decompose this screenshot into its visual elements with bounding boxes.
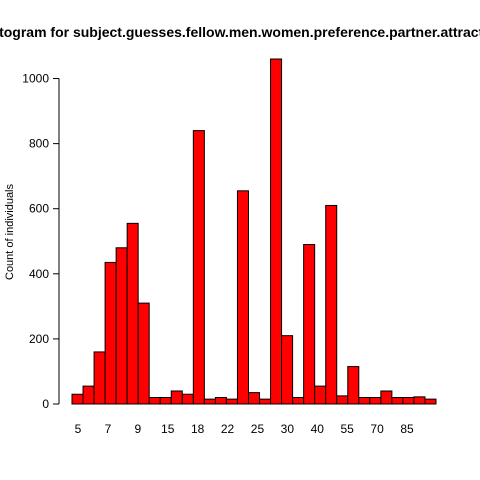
histogram-bar [181, 393, 194, 405]
x-tick-label: 40 [311, 422, 325, 436]
histogram-bar [159, 396, 172, 405]
histogram-bar [292, 396, 305, 405]
histogram-bar [82, 385, 95, 405]
x-tick-label: 85 [400, 422, 414, 436]
y-axis: 0 200 400 600 800 1000 [22, 72, 60, 411]
y-tick-label: 0 [42, 397, 49, 411]
histogram-bar [214, 396, 227, 405]
x-tick-label: 9 [134, 422, 141, 436]
x-axis-tick-labels: 5 7 9 15 18 22 25 30 40 55 70 85 [75, 422, 414, 436]
histogram-bar [303, 244, 316, 405]
x-tick-label: 7 [105, 422, 112, 436]
histogram-bar [236, 190, 249, 405]
x-tick-label: 55 [341, 422, 355, 436]
histogram-bar [369, 396, 382, 405]
y-tick-label: 400 [29, 267, 49, 281]
histogram-bar [115, 247, 128, 405]
y-tick-label: 1000 [22, 72, 49, 86]
histogram-bar [413, 396, 426, 405]
histogram-bar [148, 396, 161, 405]
histogram-bar [247, 392, 261, 405]
histogram-bar [192, 130, 205, 405]
histogram-bar [203, 398, 216, 405]
x-tick-label: 70 [370, 422, 384, 436]
y-tick-label: 200 [29, 332, 49, 346]
histogram-bar [336, 395, 349, 405]
histogram-bar [71, 393, 84, 405]
histogram-bar [358, 396, 371, 405]
histogram-bar [424, 398, 437, 405]
histogram-bar [170, 390, 183, 405]
chart-title: Histogram for subject.guesses.fellow.men… [0, 24, 480, 40]
histogram-bar [380, 390, 393, 405]
histogram-bar [402, 396, 415, 405]
x-tick-label: 30 [281, 422, 295, 436]
x-tick-label: 18 [191, 422, 205, 436]
x-tick-label: 5 [75, 422, 82, 436]
histogram-bar [347, 366, 360, 405]
histogram-bar [270, 58, 283, 405]
histogram-bar [137, 302, 150, 405]
y-tick-label: 800 [29, 137, 49, 151]
y-tick-label: 600 [29, 202, 49, 216]
x-tick-label: 15 [161, 422, 175, 436]
histogram-bar [281, 335, 294, 405]
histogram-bar [391, 396, 404, 405]
x-tick-label: 22 [221, 422, 235, 436]
histogram-bar [314, 385, 327, 405]
x-tick-label: 25 [251, 422, 265, 436]
bars-group [71, 58, 437, 405]
histogram-bar [104, 261, 117, 405]
histogram-bar [259, 398, 272, 405]
histogram-bar [93, 351, 106, 405]
histogram-bar [225, 398, 238, 405]
histogram-bar [126, 222, 139, 405]
y-axis-label: Count of individuals [4, 184, 16, 281]
histogram-bar [325, 204, 338, 405]
